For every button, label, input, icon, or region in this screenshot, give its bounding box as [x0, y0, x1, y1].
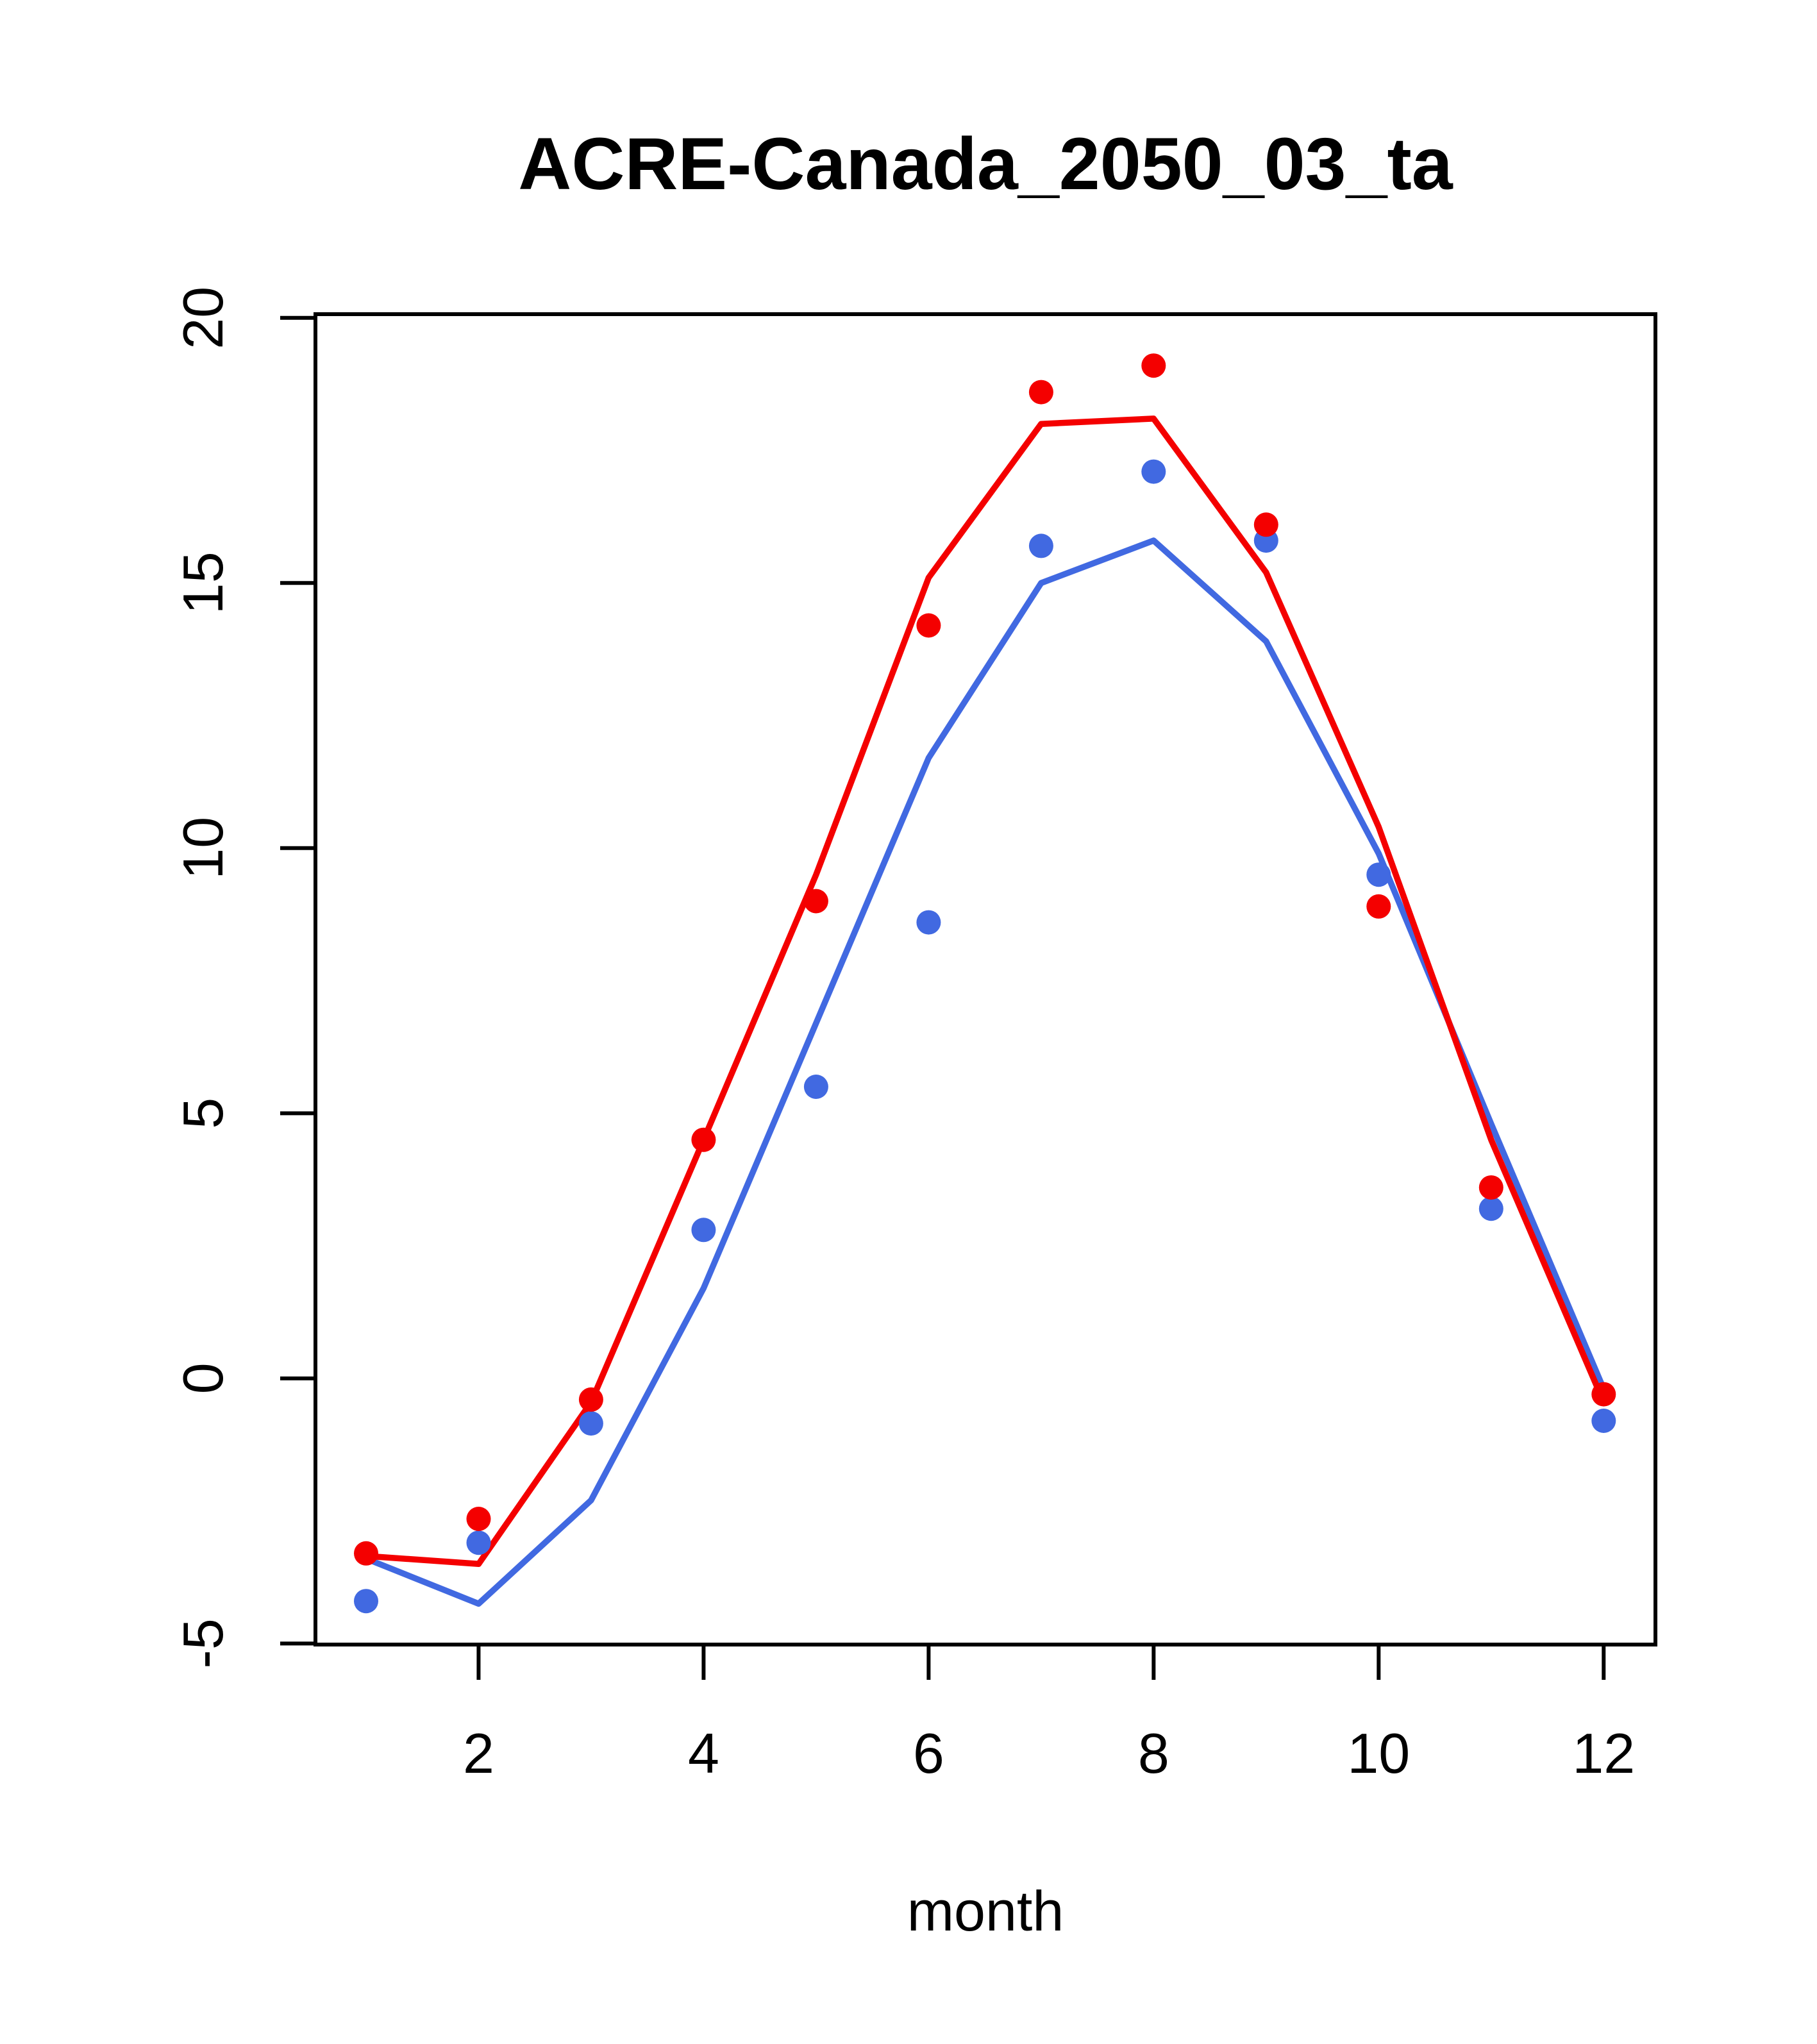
y-tick-label: 20	[171, 287, 235, 349]
blue-points-marker	[1141, 459, 1166, 484]
x-tick-label: 8	[1138, 1721, 1169, 1785]
plot-box	[314, 312, 1657, 1646]
red-points-marker	[1141, 353, 1166, 378]
red-points-marker	[578, 1387, 603, 1412]
blue-points-marker	[803, 1075, 828, 1099]
blue-points-marker	[354, 1589, 378, 1614]
red-points-marker	[466, 1507, 491, 1531]
red-points-marker	[803, 889, 828, 914]
blue-points-marker	[916, 910, 941, 935]
blue-points-marker	[1591, 1409, 1616, 1433]
x-tick-label: 4	[688, 1721, 719, 1785]
red-points-marker	[1028, 380, 1053, 405]
y-tick-label: 10	[171, 817, 235, 880]
red-points-marker	[1591, 1382, 1616, 1407]
blue-points-marker	[1028, 533, 1053, 558]
y-tick-label: 5	[171, 1098, 235, 1129]
y-tick-label: 15	[171, 551, 235, 614]
red-points-marker	[1253, 512, 1278, 537]
red-points-marker	[1478, 1175, 1503, 1200]
blue-points-marker	[1478, 1196, 1503, 1221]
y-tick-label: 0	[171, 1362, 235, 1394]
red-line-series	[363, 415, 1607, 1568]
chart-title: ACRE-Canada_2050_03_ta	[518, 123, 1453, 205]
red-points-marker	[916, 613, 941, 638]
red-points-marker	[354, 1541, 378, 1566]
blue-points-marker	[466, 1530, 491, 1555]
x-tick-label: 6	[913, 1721, 944, 1785]
blue-points-marker	[1366, 862, 1391, 887]
x-axis-label: month	[907, 1879, 1064, 1943]
y-tick-label: -5	[171, 1618, 235, 1668]
blue-line-series	[363, 537, 1607, 1607]
blue-points-marker	[691, 1218, 716, 1243]
x-tick-label: 10	[1347, 1721, 1410, 1785]
x-tick-label: 2	[463, 1721, 494, 1785]
x-tick-label: 12	[1572, 1721, 1635, 1785]
red-points-marker	[1366, 894, 1391, 919]
red-points-marker	[691, 1127, 716, 1152]
blue-points-marker	[578, 1411, 603, 1436]
